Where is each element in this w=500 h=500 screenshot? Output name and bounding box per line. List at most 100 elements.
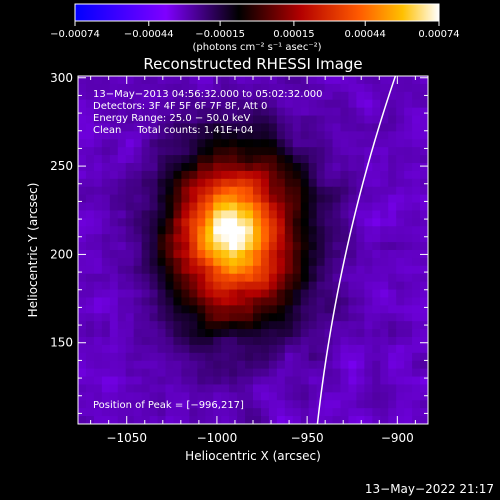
heatmap-cell	[300, 257, 310, 267]
heatmap-cell	[332, 178, 342, 188]
heatmap-cell	[229, 344, 238, 354]
heatmap-cell	[276, 170, 286, 180]
heatmap-cell	[396, 400, 405, 409]
heatmap-cell	[340, 242, 350, 251]
heatmap-cell	[332, 392, 342, 401]
heatmap-cell	[85, 400, 95, 409]
heatmap-cell	[348, 91, 357, 101]
heatmap-cell	[213, 321, 222, 330]
heatmap-cell	[133, 178, 143, 188]
heatmap-cell	[253, 329, 262, 338]
heatmap-cell	[78, 107, 87, 117]
heatmap-cell	[141, 155, 151, 164]
heatmap-cell	[356, 155, 365, 164]
heatmap-cell	[93, 329, 103, 338]
heatmap-cell	[324, 344, 334, 354]
heatmap-cell	[133, 265, 143, 275]
heatmap-cell	[205, 281, 214, 291]
heatmap-cell	[412, 257, 421, 267]
heatmap-cell	[229, 400, 238, 409]
heatmap-cell	[221, 234, 230, 243]
heatmap-cell	[205, 194, 214, 204]
heatmap-cell	[181, 91, 190, 101]
heatmap-cell	[149, 273, 159, 283]
heatmap-cell	[324, 273, 334, 283]
heatmap-cell	[308, 392, 318, 401]
heatmap-cell	[324, 163, 334, 172]
heatmap-cell	[268, 147, 278, 156]
heatmap-cell	[109, 344, 119, 354]
heatmap-cell	[125, 289, 135, 299]
heatmap-cell	[284, 178, 294, 188]
heatmap-cell	[292, 163, 302, 172]
heatmap-cell	[284, 76, 294, 85]
heatmap-cell	[101, 147, 111, 156]
heatmap-cell	[356, 218, 365, 227]
heatmap-cell	[412, 202, 421, 212]
heatmap-cell	[292, 289, 302, 299]
heatmap-cell	[364, 368, 373, 378]
heatmap-cell	[141, 242, 151, 251]
heatmap-cell	[165, 202, 175, 212]
heatmap-cell	[300, 139, 310, 148]
heatmap-cell	[237, 281, 246, 291]
heatmap-cell	[93, 76, 103, 85]
heatmap-cell	[292, 139, 302, 148]
heatmap-cell	[300, 250, 310, 259]
heatmap-cell	[237, 273, 246, 283]
heatmap-cell	[245, 83, 254, 93]
heatmap-cell	[165, 194, 175, 204]
heatmap-cell	[85, 178, 95, 188]
heatmap-cell	[125, 170, 135, 180]
heatmap-cell	[125, 384, 135, 393]
heatmap-cell	[380, 234, 389, 243]
heatmap-cell	[412, 115, 421, 125]
heatmap-cell	[292, 76, 302, 85]
heatmap-cell	[133, 147, 143, 156]
heatmap-cell	[165, 313, 175, 322]
heatmap-cell	[348, 226, 357, 235]
heatmap-cell	[181, 337, 190, 346]
heatmap-cell	[388, 226, 397, 235]
heatmap-cell	[133, 123, 143, 132]
heatmap-cell	[372, 234, 381, 243]
heatmap-cell	[348, 368, 357, 378]
heatmap-cell	[165, 178, 175, 188]
heatmap-cell	[284, 107, 294, 117]
heatmap-cell	[197, 416, 206, 424]
heatmap-cell	[300, 352, 310, 362]
x-axis-ticks: −1050 −1000 −950 −900	[90, 76, 416, 445]
heatmap-cell	[237, 384, 246, 393]
heatmap-cell	[420, 186, 428, 196]
heatmap-cell	[125, 344, 135, 354]
heatmap-cell	[388, 147, 397, 156]
heatmap-cell	[133, 155, 143, 164]
heatmap-cell	[332, 273, 342, 283]
heatmap-cell	[133, 83, 143, 93]
heatmap-cell	[284, 186, 294, 196]
heatmap-cell	[189, 186, 198, 196]
heatmap-cell	[364, 218, 373, 227]
colorbar-tick-label: 0.00015	[273, 29, 314, 40]
heatmap-cell	[332, 297, 342, 306]
heatmap-cell	[332, 186, 342, 196]
heatmap-cell	[253, 226, 262, 235]
heatmap-cell	[109, 392, 119, 401]
heatmap-cell	[292, 392, 302, 401]
heatmap-cell	[157, 123, 167, 132]
heatmap-cell	[284, 170, 294, 180]
heatmap-cell	[412, 218, 421, 227]
heatmap-cell	[197, 170, 206, 180]
heatmap-cell	[253, 257, 262, 267]
heatmap-cell	[173, 115, 182, 125]
heatmap-cell	[364, 337, 373, 346]
heatmap-cell	[308, 131, 318, 140]
heatmap-cell	[308, 305, 318, 314]
heatmap-cell	[117, 170, 127, 180]
heatmap-cell	[189, 368, 198, 378]
heatmap-cell	[109, 313, 119, 322]
heatmap-cell	[396, 273, 405, 283]
heatmap-cell	[101, 376, 111, 386]
heatmap-cell	[300, 416, 310, 424]
heatmap-cell	[412, 107, 421, 117]
